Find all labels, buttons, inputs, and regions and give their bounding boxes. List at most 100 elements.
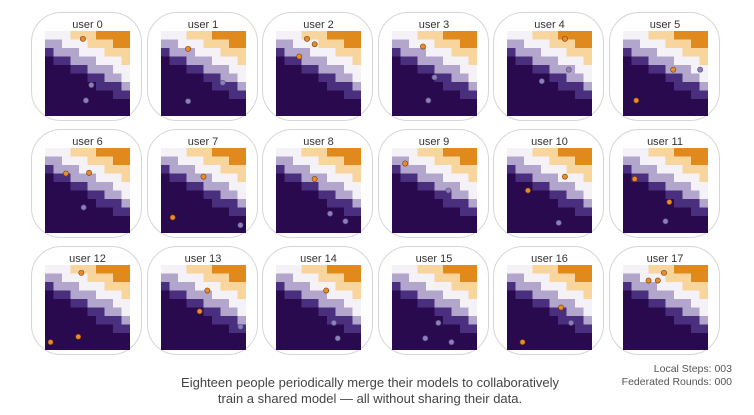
- heatmap-cell: [682, 48, 691, 57]
- heatmap-cell: [237, 333, 246, 342]
- heatmap-cell: [96, 190, 105, 200]
- heatmap-cell: [352, 299, 361, 308]
- heatmap-cell: [583, 90, 592, 100]
- heatmap-cell: [194, 156, 204, 166]
- heatmap-cell: [301, 31, 311, 40]
- heatmap-cell: [310, 316, 319, 325]
- heatmap-cell: [583, 148, 592, 157]
- heatmap-cell: [220, 299, 229, 308]
- heatmap-cell: [434, 107, 443, 116]
- heatmap-cell: [549, 316, 559, 325]
- heatmap-cell: [459, 273, 469, 283]
- heatmap-cell: [70, 39, 80, 49]
- heatmap-cell: [70, 290, 80, 300]
- heatmap-cell: [417, 107, 426, 116]
- heatmap-cell: [276, 341, 285, 350]
- heatmap-cell: [622, 299, 632, 308]
- heatmap-cell: [53, 107, 63, 116]
- heatmap-cell: [211, 39, 221, 49]
- heatmap-cell: [276, 190, 285, 200]
- heatmap-cell: [425, 148, 435, 157]
- heatmap-cell: [203, 190, 212, 200]
- heatmap-cell: [104, 273, 114, 283]
- user-label: user 6: [72, 136, 103, 148]
- decision-boundary-heatmap: [45, 148, 130, 233]
- heatmap-cell: [186, 207, 195, 217]
- heatmap-cell: [656, 31, 666, 40]
- heatmap-cell: [301, 56, 311, 66]
- heatmap-cell: [211, 107, 221, 116]
- heatmap-cell: [237, 307, 246, 317]
- heatmap-cell: [417, 56, 426, 66]
- heatmap-cell: [220, 290, 229, 300]
- heatmap-cell: [70, 165, 80, 174]
- heatmap-cell: [549, 224, 559, 233]
- heatmap-cell: [682, 56, 691, 66]
- heatmap-cell: [673, 165, 683, 174]
- heatmap-cell: [558, 31, 567, 40]
- heatmap-cell: [335, 39, 345, 49]
- heatmap-cell: [310, 156, 319, 166]
- heatmap-cell: [79, 199, 88, 208]
- heatmap-cell: [276, 165, 285, 174]
- heatmap-cell: [53, 148, 63, 157]
- heatmap-cell: [425, 165, 435, 174]
- heatmap-cell: [310, 31, 319, 40]
- heatmap-cell: [194, 290, 204, 300]
- user-label: user 1: [187, 19, 219, 31]
- heatmap-cell: [459, 82, 469, 91]
- heatmap-cell: [45, 182, 54, 191]
- heatmap-cell: [70, 173, 80, 183]
- heatmap-cell: [639, 82, 649, 91]
- heatmap-cell: [532, 224, 542, 233]
- heatmap-cell: [211, 307, 221, 317]
- heatmap-cell: [220, 156, 229, 166]
- heatmap-cell: [121, 156, 130, 166]
- heatmap-cell: [622, 341, 632, 350]
- heatmap-cell: [352, 73, 361, 83]
- heatmap-cell: [220, 39, 229, 49]
- heatmap-cell: [194, 190, 204, 200]
- heatmap-cell: [87, 39, 97, 49]
- heatmap-cell: [335, 316, 345, 325]
- heatmap-cell: [549, 199, 559, 208]
- heatmap-cell: [468, 307, 477, 317]
- heatmap-cell: [335, 165, 345, 174]
- heatmap-cell: [293, 190, 302, 200]
- heatmap-cell: [113, 90, 122, 100]
- heatmap-cell: [417, 90, 426, 100]
- heatmap-cell: [293, 207, 302, 217]
- heatmap-cell: [327, 290, 336, 300]
- heatmap-cell: [451, 324, 460, 334]
- heatmap-cell: [104, 173, 114, 183]
- heatmap-cell: [301, 324, 311, 334]
- heatmap-cell: [62, 156, 71, 166]
- heatmap-cell: [639, 73, 649, 83]
- heatmap-cell: [211, 216, 221, 225]
- heatmap-cell: [558, 282, 567, 291]
- heatmap-cell: [583, 282, 592, 291]
- heatmap-cell: [53, 324, 63, 334]
- user-panel-7: user 7: [146, 129, 258, 238]
- heatmap-cell: [583, 182, 592, 191]
- heatmap-cell: [400, 165, 409, 174]
- heatmap-cell: [639, 90, 649, 100]
- heatmap-cell: [442, 216, 452, 225]
- heatmap-cell: [451, 333, 460, 342]
- heatmap-cell: [515, 182, 525, 191]
- data-point-purple: [662, 218, 668, 225]
- heatmap-cell: [541, 165, 550, 174]
- heatmap-cell: [352, 207, 361, 217]
- heatmap-cell: [327, 341, 336, 350]
- heatmap-cell: [237, 207, 246, 217]
- heatmap-cell: [468, 182, 477, 191]
- heatmap-cell: [468, 265, 477, 274]
- heatmap-cell: [442, 299, 452, 308]
- heatmap-cell: [301, 341, 311, 350]
- heatmap-cell: [169, 324, 178, 334]
- heatmap-cell: [79, 107, 88, 116]
- heatmap-cell: [194, 316, 204, 325]
- heatmap-cell: [87, 107, 97, 116]
- heatmap-cell: [575, 199, 584, 208]
- heatmap-cell: [318, 31, 328, 40]
